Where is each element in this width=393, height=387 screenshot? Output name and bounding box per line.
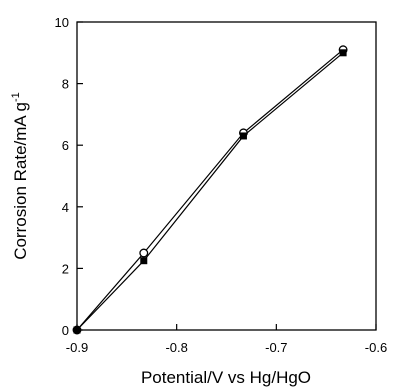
- axes: [76, 21, 377, 331]
- series-1-point: [139, 248, 149, 258]
- ticks: -0.9 -0.8 -0.7 -0.6 0 2 4 6 8 10: [55, 15, 388, 355]
- x-tick-label: -0.7: [265, 340, 287, 355]
- y-tick-label: 8: [62, 77, 69, 92]
- plot-frame: [76, 21, 377, 331]
- y-axis-title-main: Corrosion Rate/mA g: [11, 102, 30, 260]
- x-axis-title: Potential/V vs Hg/HgO: [141, 368, 311, 387]
- series-2-point: [339, 49, 347, 57]
- y-tick-label: 0: [62, 323, 69, 338]
- series-2-point: [239, 132, 247, 140]
- x-tick-label: -0.9: [66, 340, 88, 355]
- series-2-line: [76, 52, 344, 331]
- y-axis-title: Corrosion Rate/mA g-1: [10, 92, 30, 260]
- y-tick-label: 6: [62, 138, 69, 153]
- x-tick-label: -0.8: [165, 340, 187, 355]
- y-tick-label: 10: [55, 15, 69, 30]
- series-1-line: [76, 49, 344, 331]
- y-axis-title-superscript: -1: [10, 92, 22, 102]
- series: [72, 45, 348, 335]
- y-tick-label: 4: [62, 200, 69, 215]
- series-2-point: [140, 257, 148, 265]
- y-tick-label: 2: [62, 261, 69, 276]
- x-tick-label: -0.6: [365, 340, 387, 355]
- series-2-point: [73, 326, 81, 334]
